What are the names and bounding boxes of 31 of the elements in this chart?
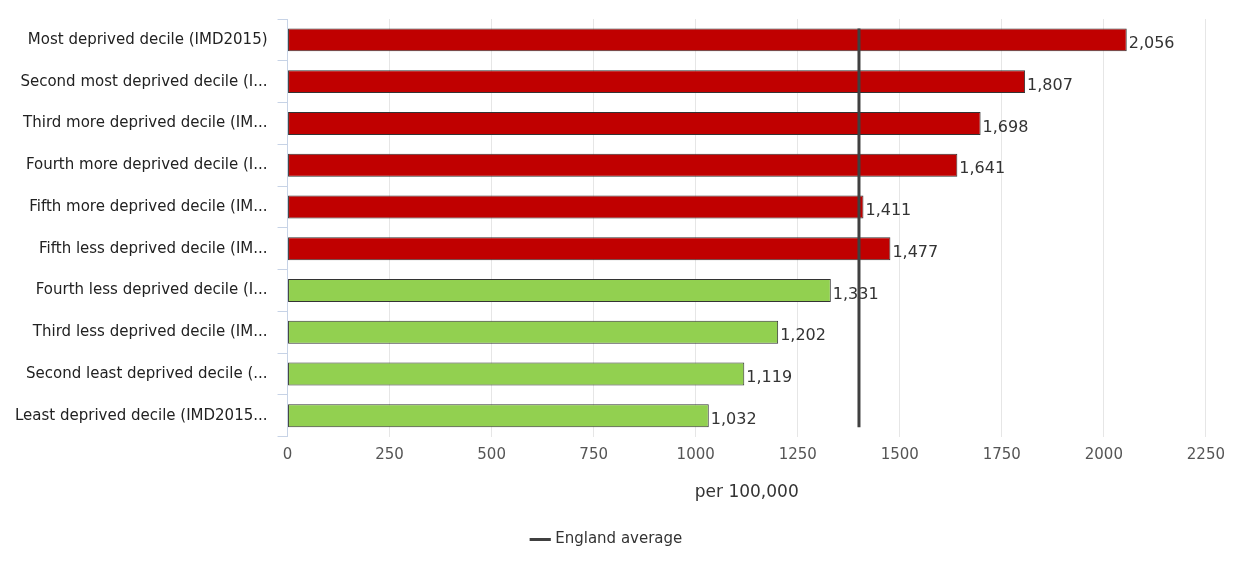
y-tick-label: Most deprived decile (IMD2015) [27, 29, 268, 48]
data-label: 1,032 [710, 408, 757, 428]
data-label: 1,411 [865, 200, 912, 220]
x-tick-label: 250 [375, 445, 404, 464]
data-label: 2,056 [1128, 33, 1175, 53]
data-label: 1,202 [780, 325, 826, 345]
data-label: 1,477 [892, 241, 939, 261]
x-tick-label: 2250 [1186, 445, 1226, 464]
y-tick-label: Third more deprived decile (IM... [22, 113, 268, 132]
legend-label: England average [555, 529, 683, 548]
y-tick-label: Second least deprived decile (... [26, 363, 268, 382]
data-label: 1,641 [959, 158, 1006, 178]
y-tick-label: Fourth less deprived decile (I... [35, 280, 268, 299]
x-tick-label: 750 [579, 445, 608, 464]
y-tick-label: Fifth more deprived decile (IM... [29, 196, 268, 215]
data-label: 1,698 [982, 116, 1029, 136]
data-label: 1,807 [1027, 74, 1073, 94]
y-tick-label: Second most deprived decile (I... [20, 71, 268, 90]
x-tick-label: 500 [477, 445, 506, 464]
x-axis-title: per 100,000 [694, 481, 799, 502]
x-tick-label: 2000 [1084, 445, 1123, 464]
x-tick-label: 1250 [778, 445, 817, 464]
x-tick-label: 1000 [676, 445, 715, 464]
y-tick-label: Fifth less deprived decile (IM... [39, 238, 268, 257]
y-tick-label: Third less deprived decile (IM... [31, 322, 268, 341]
x-tick-label: 0 [282, 445, 293, 464]
x-tick-label: 1750 [982, 445, 1021, 464]
data-label: 1,119 [746, 367, 793, 387]
y-tick-label: Fourth more deprived decile (I... [25, 155, 268, 174]
x-tick-label: 1500 [880, 445, 919, 464]
y-tick-label: Least deprived decile (IMD2015... [14, 405, 268, 424]
